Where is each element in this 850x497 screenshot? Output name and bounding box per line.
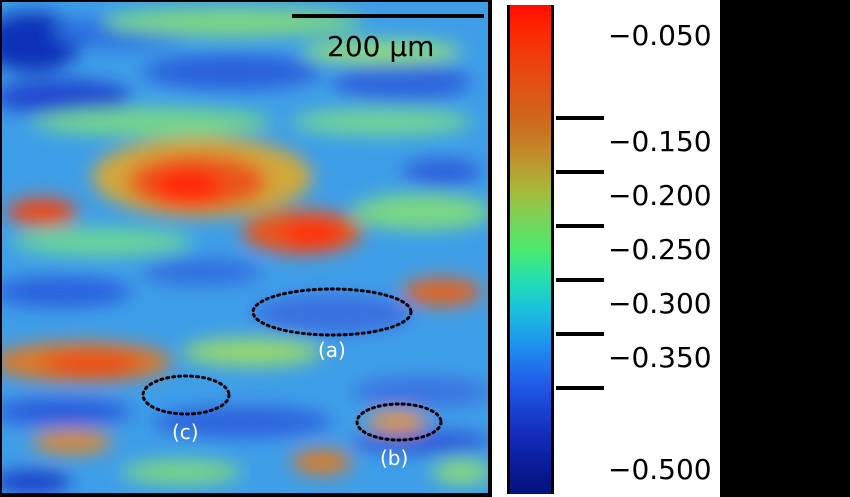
colorbar-tick	[556, 278, 604, 282]
colorbar-tick-label: −0.150	[608, 125, 712, 158]
region-a-outline	[251, 287, 413, 337]
colorbar-tick-label: −0.350	[608, 341, 712, 374]
region-label-b: (b)	[380, 446, 409, 470]
colorbar-tick	[556, 116, 604, 120]
colorbar-tick	[556, 224, 604, 228]
colorbar-tick	[556, 386, 604, 390]
scale-bar	[292, 14, 484, 18]
region-c-outline	[141, 374, 231, 416]
colorbar-tick	[556, 170, 604, 174]
colorbar-tick-label: −0.050	[608, 19, 712, 52]
right-margin	[720, 0, 850, 497]
colorbar-tick	[556, 332, 604, 336]
colorbar	[507, 5, 554, 494]
colorbar-tick-label: −0.250	[608, 233, 712, 266]
heat-map-image	[2, 2, 488, 493]
heat-map: 200 μm (a) (b) (c)	[2, 2, 488, 493]
scale-bar-label: 200 μm	[327, 30, 435, 63]
region-label-a: (a)	[318, 338, 346, 362]
colorbar-tick-label: −0.500	[608, 453, 712, 486]
region-b-outline	[355, 402, 443, 442]
region-label-c: (c)	[172, 420, 199, 444]
colorbar-tick-label: −0.200	[608, 179, 712, 212]
colorbar-tick-label: −0.300	[608, 287, 712, 320]
